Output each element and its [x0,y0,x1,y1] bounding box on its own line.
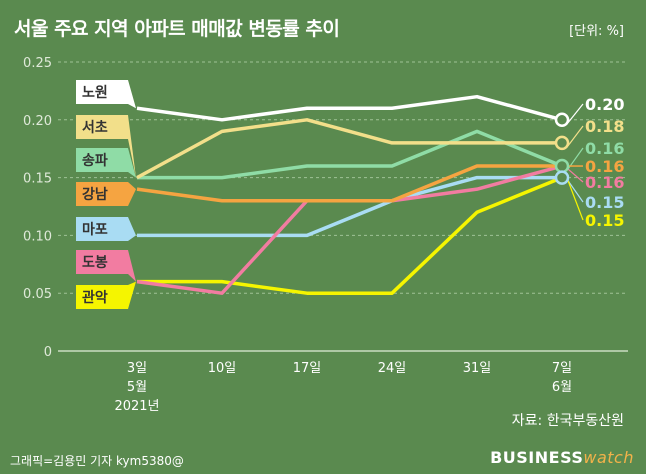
series-label-text: 송파 [82,153,108,169]
x-tick-label: 6월 [552,380,572,395]
end-marker [554,135,570,151]
brand-logo: BUSINESSwatch [490,448,634,467]
end-value-label: 0.16 [585,173,624,192]
series-line [137,175,563,295]
end-value-label: 0.16 [585,157,624,176]
end-connector [567,125,584,147]
end-marker [554,158,570,174]
end-value-label: 0.18 [585,117,624,136]
series-label-text: 도봉 [82,255,108,271]
series-line [136,118,562,180]
series-label-box [76,217,136,241]
series-label-text: 관악 [82,289,108,306]
series-line [136,164,562,203]
series-line [136,164,563,295]
x-tick-label: 2021년 [114,399,159,414]
y-tick-label: 0.15 [23,172,52,187]
series-label-box [76,182,136,206]
end-connector [567,180,584,203]
series-label-box [76,148,136,178]
series-label-box [76,250,136,282]
credit-label: 그래픽=김용민 기자 kym5380@ [10,454,184,468]
end-connector [567,180,584,221]
end-value-label: 0.15 [585,211,624,230]
x-tick-label: 3일 [127,361,147,376]
x-tick-label: 5월 [127,380,147,395]
unit-label: [단위: %] [569,24,624,39]
series-label-box [76,281,136,309]
series-label-text: 마포 [82,222,108,238]
series-line [137,175,562,238]
chart-title: 서울 주요 지역 아파트 매매값 변동률 추이 [14,18,340,40]
y-tick-label: 0.10 [23,229,52,244]
y-tick-label: 0.20 [23,114,52,129]
end-value-label: 0.16 [585,139,624,158]
y-tick-label: 0.05 [23,287,52,302]
end-connector [567,168,584,183]
end-connector [567,103,584,124]
brand-logo-main: BUSINESS [490,448,584,467]
end-marker [554,170,570,185]
series-label-text: 강남 [82,186,108,203]
end-value-label: 0.20 [585,95,624,114]
y-tick-label: 0.25 [23,56,52,71]
end-value-label: 0.15 [585,193,624,212]
x-tick-label: 10일 [208,361,237,376]
x-tick-label: 7일 [552,361,572,376]
series-line [136,94,563,122]
series-label-text: 노원 [82,85,108,101]
end-marker [554,112,570,128]
y-tick-label: 0 [44,345,52,360]
source-label: 자료: 한국부동산원 [511,413,624,429]
x-tick-label: 24일 [378,361,407,376]
x-tick-label: 17일 [293,361,322,376]
series-label-text: 서초 [82,120,108,136]
brand-logo-sub: watch [583,448,634,467]
series-label-box [76,80,136,109]
series-label-box [76,115,136,178]
x-tick-label: 31일 [463,361,492,376]
series-line [137,129,563,180]
